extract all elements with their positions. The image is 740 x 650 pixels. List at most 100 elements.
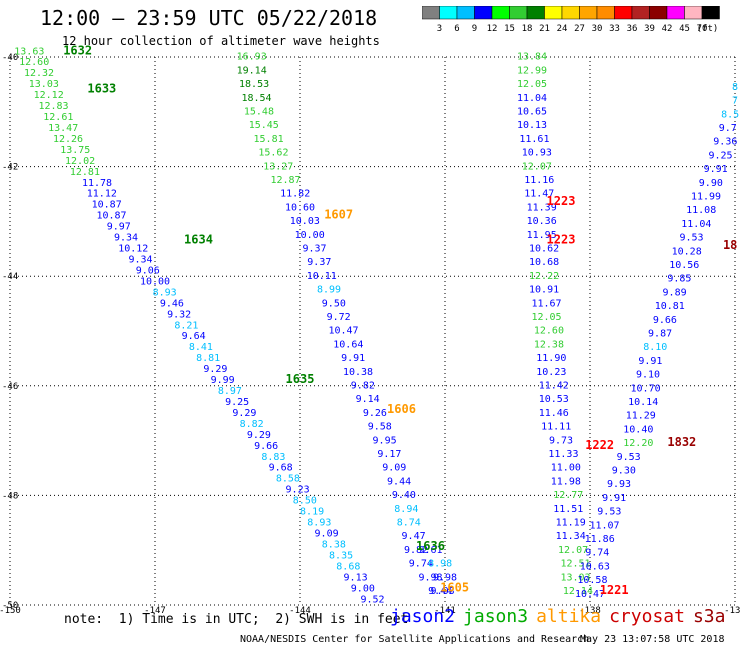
wave-height-value: 8.38 — [322, 539, 346, 550]
wave-height-value: 9.30 — [612, 465, 636, 476]
wave-height-value: 10.58 — [577, 575, 607, 586]
wave-height-value: 11.42 — [539, 381, 569, 392]
wave-height-value: 11.95 — [527, 230, 557, 241]
wave-height-value: 9.7 — [719, 123, 737, 134]
wave-height-value: 10.56 — [669, 260, 699, 271]
wave-height-value: 13.84 — [517, 52, 547, 63]
wave-height-value: 13.27 — [263, 161, 293, 172]
satellite-legend: jason2 jason3 altika cryosat s3a — [390, 606, 733, 627]
wave-height-value: 10.68 — [529, 257, 559, 268]
pass-time-label: 1636 — [416, 539, 445, 553]
wave-height-value: 11.00 — [551, 463, 581, 474]
wave-height-value: 9.97 — [107, 222, 131, 233]
colorbar-label: 45 — [679, 24, 690, 34]
wave-height-value: 11.98 — [551, 476, 581, 487]
wave-height-value: 9.74 — [585, 548, 609, 559]
pass-time-label: 1607 — [324, 208, 353, 222]
wave-height-value: 11.11 — [541, 422, 571, 433]
wave-height-value: 13.75 — [60, 145, 90, 156]
pass-time-label: 1223 — [547, 232, 576, 246]
wave-height-value: 15.48 — [244, 107, 274, 118]
wave-height-value: 10.28 — [672, 246, 702, 257]
wave-height-value: 9.29 — [203, 364, 227, 375]
wave-height-value: 13.47 — [48, 123, 78, 134]
wave-height-value: 8.82 — [240, 419, 264, 430]
wave-height-value: 9.85 — [667, 274, 691, 285]
wave-height-value: 10.60 — [285, 202, 315, 213]
wave-height-value: 12.32 — [24, 68, 54, 79]
wave-height-value: 12.61 — [43, 112, 73, 123]
wave-height-value: 9.53 — [597, 507, 621, 518]
wave-height-value: 12.20 — [623, 438, 653, 449]
colorbar-label: 70 — [697, 24, 708, 34]
wave-height-value: 10.14 — [628, 397, 658, 408]
wave-height-value: 10.65 — [517, 107, 547, 118]
pass-time-label: 1635 — [286, 372, 315, 386]
y-tick-label: -46 — [2, 382, 18, 392]
wave-height-value: 9.68 — [269, 463, 293, 474]
chart-title: 12:00 – 23:59 UTC 05/22/2018 — [40, 6, 378, 30]
pass-time-label: 18 — [723, 238, 737, 252]
wave-height-value: 12.87 — [270, 175, 300, 186]
wave-height-value: 9.10 — [636, 370, 660, 381]
wave-height-value: 8.58 — [276, 474, 300, 485]
wave-height-value: 10.64 — [333, 339, 363, 350]
colorbar-label: 27 — [574, 24, 585, 34]
wave-height-value: 8.94 — [394, 504, 418, 515]
wave-height-value: 12.02 — [65, 156, 95, 167]
colorbar-label: 6 — [454, 24, 459, 34]
y-tick-label: -50 — [2, 601, 18, 611]
wave-height-value: 11.99 — [691, 191, 721, 202]
wave-height-value: 9.53 — [617, 452, 641, 463]
wave-height-value: 12.12 — [34, 90, 64, 101]
wave-height-value: 10.47 — [575, 589, 605, 600]
wave-height-value: 9.98 — [418, 572, 442, 583]
colorbar-label: 21 — [539, 24, 550, 34]
wave-height-value: 11.61 — [519, 134, 549, 145]
colorbar-label: 42 — [662, 24, 673, 34]
wave-height-value: 9.26 — [363, 408, 387, 419]
wave-height-value: 9.36 — [713, 137, 737, 148]
wave-height-value: 8.97 — [218, 386, 242, 397]
legend-entry: cryosat — [609, 606, 685, 627]
wave-height-value: 10.11 — [307, 271, 337, 282]
wave-height-value: 9.25 — [708, 150, 732, 161]
colorbar-label: 39 — [644, 24, 655, 34]
wave-height-value: 8.10 — [643, 342, 667, 353]
wave-height-value: 10.63 — [580, 561, 610, 572]
wave-height-value: 9.09 — [382, 463, 406, 474]
pass-time-label: 1632 — [63, 43, 92, 57]
wave-height-value: 8.83 — [261, 452, 285, 463]
wave-height-value: 9.47 — [402, 531, 426, 542]
colorbar-label: 33 — [609, 24, 620, 34]
wave-height-value: 9.37 — [302, 244, 326, 255]
wave-height-value: 11.04 — [517, 93, 547, 104]
wave-height-value: 9.53 — [679, 233, 703, 244]
wave-height-value: 12.05 — [517, 79, 547, 90]
x-tick-label: -138 — [579, 606, 601, 616]
wave-height-value: 10.62 — [529, 244, 559, 255]
colorbar-label: 12 — [487, 24, 498, 34]
wave-height-value: 11.08 — [686, 205, 716, 216]
wave-height-value: 9.87 — [648, 328, 672, 339]
y-tick-label: -44 — [2, 272, 18, 282]
generated-timestamp: May 23 13:07:58 UTC 2018 — [580, 634, 725, 645]
colorbar-label: 18 — [522, 24, 533, 34]
wave-height-value: 12.60 — [19, 57, 49, 68]
x-tick-label: -147 — [144, 606, 166, 616]
wave-height-value: 8.41 — [189, 342, 213, 353]
wave-height-value: 11.51 — [553, 504, 583, 515]
wave-height-value: 9.44 — [428, 586, 452, 597]
wave-height-value: 9.64 — [182, 331, 206, 342]
legend-entry: jason2 — [390, 606, 456, 627]
wave-height-value: 9.61 — [418, 545, 442, 556]
wave-height-value: 9.95 — [373, 435, 397, 446]
wave-height-value: 9.44 — [387, 476, 411, 487]
wave-height-value: 9.58 — [368, 422, 392, 433]
wave-height-value: 12.26 — [53, 134, 83, 145]
wave-height-value: 10.53 — [539, 394, 569, 405]
wave-height-value: 9.06 — [136, 265, 160, 276]
wave-height-value: 10.38 — [343, 367, 373, 378]
wave-height-value: 10.12 — [118, 244, 148, 255]
y-tick-label: -42 — [2, 163, 18, 173]
